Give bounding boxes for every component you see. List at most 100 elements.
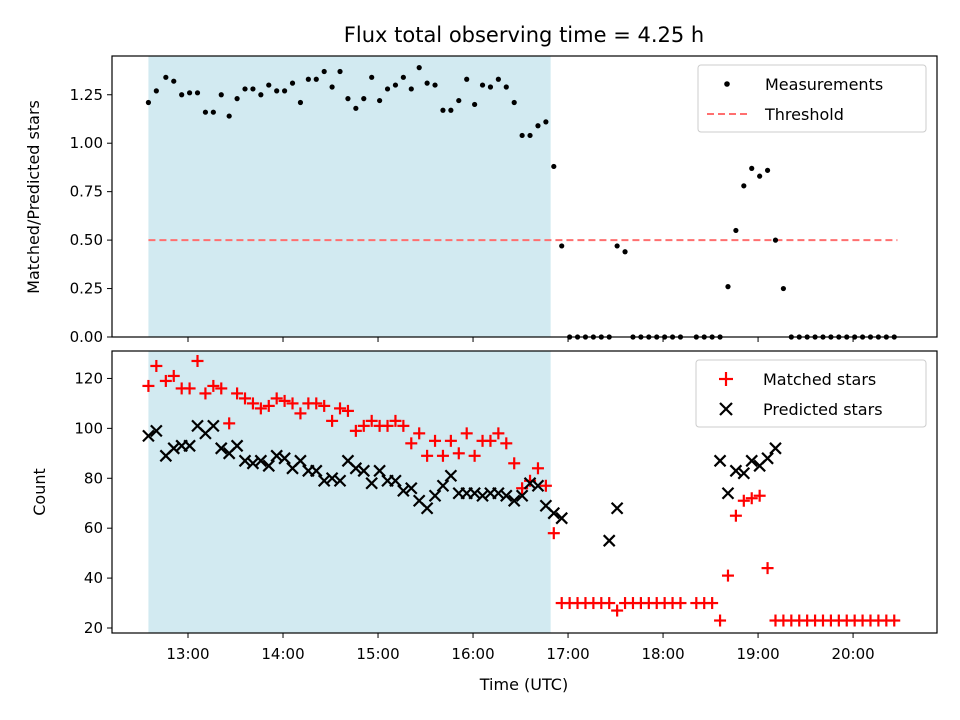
measurement-point bbox=[448, 107, 454, 113]
predicted-legend-marker bbox=[719, 402, 733, 416]
predicted-star-point bbox=[230, 439, 244, 453]
measurement-point bbox=[780, 285, 787, 292]
measurement-point bbox=[202, 109, 209, 115]
measurement-point bbox=[559, 243, 565, 249]
count-y-axis-label: Count bbox=[30, 468, 49, 516]
measurement-point bbox=[242, 86, 248, 92]
predicted-star-point bbox=[397, 484, 410, 498]
matched-star-point bbox=[294, 407, 307, 420]
measurement-point bbox=[749, 165, 755, 171]
matched-star-point bbox=[460, 427, 473, 440]
matched-star-point bbox=[753, 489, 766, 502]
predicted-star-point bbox=[436, 479, 450, 493]
matched-star-point bbox=[381, 419, 394, 432]
matched-star-point bbox=[421, 449, 434, 462]
measurement-point bbox=[757, 173, 763, 179]
measurement-point bbox=[392, 82, 399, 88]
measurement-point bbox=[153, 88, 159, 94]
count-plot-frame bbox=[111, 350, 938, 634]
matched-star-point bbox=[286, 397, 299, 410]
matched-star-point bbox=[207, 379, 220, 392]
predicted-legend-label: Predicted stars bbox=[763, 400, 883, 419]
ratio-y-tick-label: 0.00 bbox=[70, 328, 103, 346]
matched-star-point bbox=[159, 374, 172, 387]
matched-star-point bbox=[191, 354, 204, 367]
matched-star-point bbox=[397, 419, 410, 432]
ratio-shaded-span bbox=[148, 56, 551, 337]
measurement-point bbox=[543, 119, 549, 125]
x-tick-label: 17:00 bbox=[546, 645, 589, 663]
predicted-star-point bbox=[373, 464, 386, 478]
matched-star-point bbox=[167, 369, 180, 382]
measurement-point bbox=[495, 76, 501, 82]
measurement-point bbox=[266, 82, 272, 88]
predicted-star-point bbox=[729, 464, 743, 478]
predicted-star-point bbox=[405, 481, 418, 495]
matched-star-point bbox=[223, 417, 236, 430]
ratio-y-axis-label: Matched/Predicted stars bbox=[24, 100, 43, 294]
predicted-star-point bbox=[515, 489, 529, 503]
predicted-star-point bbox=[278, 452, 291, 465]
matched-star-point bbox=[413, 427, 426, 440]
ratio-axis-ticks: 0.00 0.25 0.50 0.75 1.00 1.25 bbox=[70, 86, 854, 346]
predicted-star-point bbox=[547, 506, 561, 520]
measurement-point bbox=[163, 74, 169, 80]
predicted-star-point bbox=[428, 489, 442, 503]
matched-star-point bbox=[492, 427, 505, 440]
measurement-point bbox=[424, 80, 430, 86]
predicted-star-point bbox=[325, 471, 339, 485]
predicted-star-point bbox=[769, 442, 782, 455]
ratio-legend: Measurements Threshold bbox=[697, 64, 927, 133]
count-axis-ticks: 13:00 14:00 15:00 16:00 17:00 18:00 19:00 20:00… bbox=[74, 369, 874, 663]
matched-star-point bbox=[531, 462, 544, 475]
measurement-point bbox=[171, 78, 177, 84]
matched-star-point bbox=[737, 494, 750, 507]
measurement-point bbox=[321, 68, 327, 75]
panel-count: 13:00 14:00 15:00 16:00 17:00 18:00 19:00 20:00… bbox=[30, 350, 938, 694]
chart-title: Flux total observing time = 4.25 h bbox=[344, 23, 704, 47]
matched-star-point bbox=[745, 492, 758, 505]
matched-star-point bbox=[405, 437, 418, 450]
x-tick-label: 13:00 bbox=[166, 645, 209, 663]
ratio-y-tick-label: 1.00 bbox=[70, 134, 103, 152]
threshold-legend-label: Threshold bbox=[764, 105, 844, 124]
predicted-star-point bbox=[207, 419, 220, 433]
measurement-point bbox=[186, 90, 193, 96]
matched-star-point bbox=[231, 387, 244, 400]
x-tick-label: 14:00 bbox=[261, 645, 304, 663]
matched-star-point bbox=[508, 457, 521, 470]
measurement-point bbox=[337, 68, 343, 75]
measurement-point bbox=[329, 84, 335, 90]
predicted-star-point bbox=[531, 479, 545, 493]
matched-star-point bbox=[484, 434, 497, 447]
predicted-star-point bbox=[150, 424, 163, 438]
predicted-star-point bbox=[254, 454, 268, 468]
measurement-point bbox=[297, 99, 304, 106]
measurement-point bbox=[487, 84, 494, 90]
matched-star-point bbox=[142, 379, 155, 392]
matched-star-point bbox=[539, 479, 552, 492]
predicted-star-point bbox=[476, 489, 489, 503]
measurement-point bbox=[464, 76, 470, 82]
predicted-star-point bbox=[333, 474, 347, 488]
matched-star-point bbox=[326, 414, 339, 427]
measurement-point bbox=[622, 249, 628, 255]
predicted-star-point bbox=[468, 486, 481, 500]
measurement-point bbox=[456, 97, 462, 104]
matched-star-point bbox=[334, 402, 347, 415]
matched-star-point bbox=[357, 419, 370, 432]
x-tick-label: 18:00 bbox=[641, 645, 684, 663]
measurement-point bbox=[282, 88, 288, 94]
measurement-point bbox=[353, 105, 359, 111]
predicted-star-point bbox=[270, 449, 283, 463]
measurement-point bbox=[274, 88, 280, 94]
measurement-point bbox=[369, 74, 375, 80]
measurement-point bbox=[511, 99, 517, 106]
measurement-point bbox=[725, 284, 731, 290]
ratio-y-tick-label: 1.25 bbox=[70, 86, 103, 104]
predicted-star-point bbox=[183, 439, 196, 453]
matched-star-point bbox=[603, 597, 616, 610]
matched-star-points bbox=[142, 354, 901, 627]
measurement-point bbox=[145, 99, 152, 106]
